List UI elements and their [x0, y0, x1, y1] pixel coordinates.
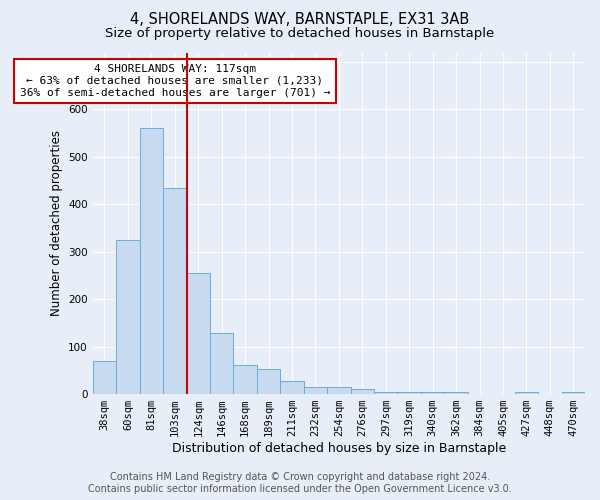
Y-axis label: Number of detached properties: Number of detached properties: [50, 130, 63, 316]
Bar: [210, 334, 233, 394]
Bar: [304, 387, 327, 394]
Bar: [350, 390, 374, 394]
Bar: [93, 361, 116, 394]
Bar: [233, 364, 257, 394]
Bar: [163, 188, 187, 394]
Bar: [445, 392, 468, 394]
Bar: [562, 392, 585, 394]
Bar: [140, 128, 163, 394]
Bar: [515, 392, 538, 394]
Bar: [327, 387, 350, 394]
Text: 4 SHORELANDS WAY: 117sqm
← 63% of detached houses are smaller (1,233)
36% of sem: 4 SHORELANDS WAY: 117sqm ← 63% of detach…: [20, 64, 330, 98]
Text: Contains HM Land Registry data © Crown copyright and database right 2024.
Contai: Contains HM Land Registry data © Crown c…: [88, 472, 512, 494]
X-axis label: Distribution of detached houses by size in Barnstaple: Distribution of detached houses by size …: [172, 442, 506, 455]
Bar: [187, 273, 210, 394]
Text: 4, SHORELANDS WAY, BARNSTAPLE, EX31 3AB: 4, SHORELANDS WAY, BARNSTAPLE, EX31 3AB: [130, 12, 470, 28]
Bar: [397, 392, 421, 394]
Bar: [280, 381, 304, 394]
Text: Size of property relative to detached houses in Barnstaple: Size of property relative to detached ho…: [106, 28, 494, 40]
Bar: [374, 392, 397, 394]
Bar: [116, 240, 140, 394]
Bar: [421, 392, 445, 394]
Bar: [257, 370, 280, 394]
